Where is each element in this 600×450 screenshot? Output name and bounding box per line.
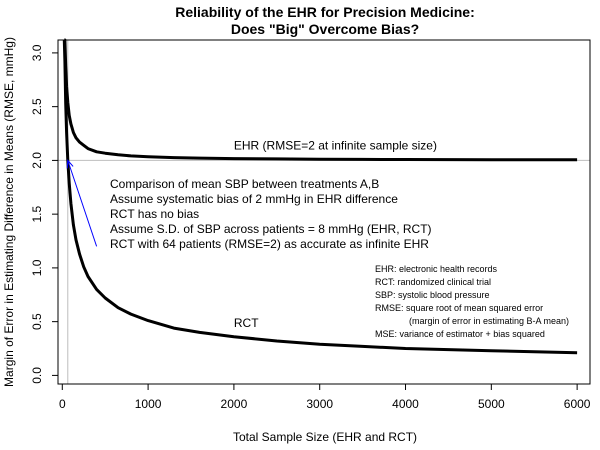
x-axis: 0 1000 2000 3000 4000 5000 6000 bbox=[59, 383, 591, 411]
glossary-line: MSE: variance of estimator + bias square… bbox=[375, 329, 545, 339]
series-line-ehr bbox=[63, 38, 578, 162]
x-tick-label: 6000 bbox=[564, 397, 591, 411]
y-axis: 0.0 0.5 1.0 1.5 2.0 2.5 3.0 bbox=[30, 44, 59, 384]
y-axis-label: Margin of Error in Estimating Difference… bbox=[2, 37, 16, 387]
x-tick-label: 1000 bbox=[135, 397, 162, 411]
annotation-arrow-head bbox=[66, 159, 74, 169]
annotation-layer: EHR (RMSE=2 at infinite sample size) RCT C… bbox=[66, 139, 569, 339]
glossary-line: EHR: electronic health records bbox=[375, 264, 498, 274]
chart-subtitle: Does "Big" Overcome Bias? bbox=[231, 21, 419, 37]
glossary-line: (margin of error in estimating B-A mean) bbox=[409, 316, 569, 326]
chart-title: Reliability of the EHR for Precision Med… bbox=[175, 4, 475, 20]
annotation-line: Assume systematic bias of 2 mmHg in EHR … bbox=[110, 192, 398, 206]
y-tick-label: 0.0 bbox=[30, 367, 44, 384]
annotation-line: RCT has no bias bbox=[110, 207, 199, 221]
glossary-line: SBP: systolic blood pressure bbox=[375, 290, 490, 300]
series-label: EHR (RMSE=2 at infinite sample size) bbox=[234, 139, 437, 153]
y-tick-label: 1.5 bbox=[30, 205, 44, 222]
x-axis-label: Total Sample Size (EHR and RCT) bbox=[233, 430, 417, 444]
series-line-rct bbox=[62, 39, 578, 355]
x-tick-label: 0 bbox=[59, 397, 66, 411]
series-label: RCT bbox=[234, 316, 259, 330]
x-tick-label: 4000 bbox=[392, 397, 419, 411]
glossary-line: RMSE: square root of mean squared error bbox=[375, 303, 543, 313]
y-tick-label: 3.0 bbox=[30, 44, 44, 61]
glossary-line: RCT: randomized clinical trial bbox=[375, 277, 491, 287]
x-tick-label: 2000 bbox=[221, 397, 248, 411]
x-tick-label: 5000 bbox=[478, 397, 505, 411]
annotation-arrow bbox=[67, 160, 98, 247]
annotation-line: Comparison of mean SBP between treatment… bbox=[110, 177, 379, 191]
y-tick-label: 2.0 bbox=[30, 152, 44, 169]
series-layer bbox=[62, 38, 578, 355]
annotation-line: RCT with 64 patients (RMSE=2) as accurat… bbox=[110, 237, 429, 251]
y-tick-label: 0.5 bbox=[30, 313, 44, 330]
y-tick-label: 1.0 bbox=[30, 259, 44, 276]
y-tick-label: 2.5 bbox=[30, 98, 44, 115]
annotation-line: Assume S.D. of SBP across patients = 8 m… bbox=[110, 222, 432, 236]
x-tick-label: 3000 bbox=[306, 397, 333, 411]
